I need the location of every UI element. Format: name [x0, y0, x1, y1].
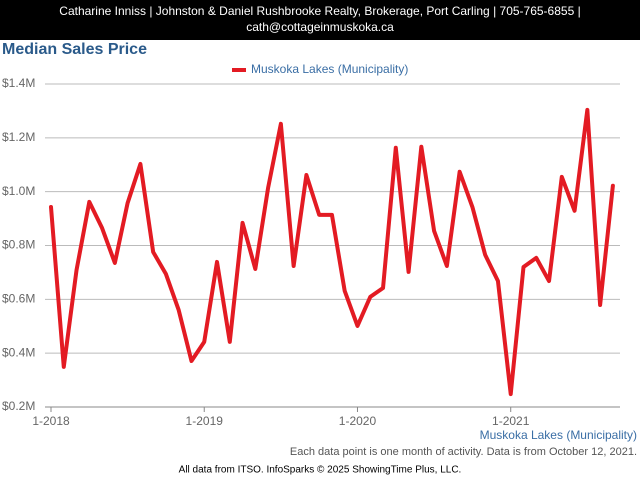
y-tick-label: $0.6M [2, 292, 35, 306]
y-tick-label: $1.0M [2, 184, 35, 198]
y-tick-label: $1.4M [2, 76, 35, 90]
header-text: cath@cottageinmuskoka.ca [246, 20, 394, 34]
legend-label: Muskoka Lakes (Municipality) [251, 62, 408, 76]
x-tick-label: 1-2019 [186, 414, 224, 428]
y-tick-label: $0.4M [2, 345, 35, 359]
chart-title: Median Sales Price [2, 41, 147, 58]
header-bar [0, 0, 640, 40]
y-tick-label: $0.2M [2, 399, 35, 413]
y-tick-label: $0.8M [2, 238, 35, 252]
x-tick-label: 1-2021 [492, 414, 530, 428]
x-tick-label: 1-2018 [32, 414, 70, 428]
line-series [49, 107, 615, 397]
x-axis-label: Muskoka Lakes (Municipality) [480, 428, 637, 442]
header-text: Catharine Inniss | Johnston & Daniel Rus… [59, 4, 580, 18]
x-tick-label: 1-2020 [339, 414, 377, 428]
y-tick-label: $1.2M [2, 130, 35, 144]
note: Each data point is one month of activity… [290, 446, 637, 458]
source: All data from ITSO. InfoSparks © 2025 Sh… [179, 465, 462, 476]
